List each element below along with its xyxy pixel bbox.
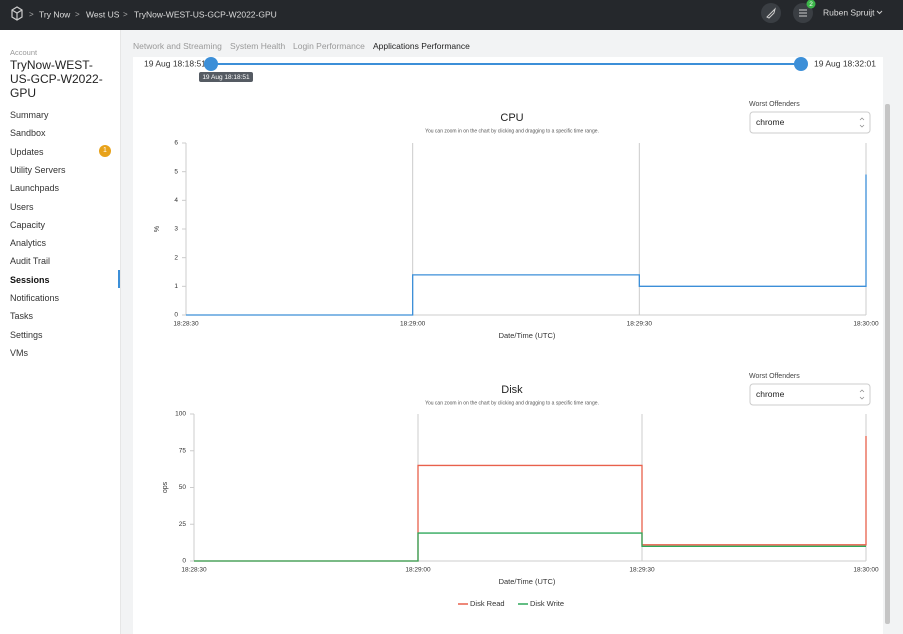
y-tick-label: 0 (174, 312, 178, 319)
x-tick-label: 18:28:30 (173, 321, 199, 328)
range-handle[interactable] (204, 57, 218, 71)
main-panel (133, 57, 883, 634)
chart-title: CPU (500, 112, 523, 124)
selector-caret (859, 117, 865, 128)
range-end: 19 Aug 18:32:01 (814, 58, 876, 68)
y-tick-label: 75 (179, 447, 187, 454)
nav-item[interactable]: Tasks (10, 311, 34, 322)
sep: > (29, 10, 34, 19)
crumb[interactable]: West US (86, 9, 120, 19)
y-tick-label: 5 (174, 168, 178, 175)
account-name: TryNow-WEST-US-GCP-W2022-GPU (10, 58, 103, 100)
nav-item[interactable]: Audit Trail (10, 256, 51, 267)
sep: > (75, 10, 80, 19)
selector[interactable] (749, 111, 871, 134)
chart-subtitle: You can zoom in on the chart by clicking… (425, 400, 599, 406)
x-tick-label: 18:29:00 (405, 567, 431, 574)
nav-item[interactable]: Sessions (10, 274, 50, 285)
active-indicator (118, 269, 120, 288)
series-line (186, 174, 867, 316)
crumb[interactable]: Try Now (39, 9, 71, 19)
y-tick-label: 2 (174, 254, 178, 261)
y-tick-label: 6 (174, 140, 178, 147)
selector-caret (859, 389, 865, 400)
y-axis-label: ops (162, 481, 169, 493)
x-axis-label: Date/Time (UTC) (499, 577, 556, 586)
x-axis-label: Date/Time (UTC) (499, 331, 556, 340)
y-tick-label: 1 (174, 283, 178, 290)
x-tick-label: 18:28:30 (181, 567, 207, 574)
y-tick-label: 100 (175, 411, 186, 418)
x-tick-label: 18:30:00 (853, 321, 879, 328)
x-tick-label: 18:29:30 (627, 321, 653, 328)
nav-item[interactable]: Analytics (10, 238, 47, 249)
range-start: 19 Aug 18:18:51 (144, 58, 206, 68)
tooltip-box (199, 72, 253, 82)
nav-item[interactable]: Sandbox (10, 128, 46, 139)
scrollbar (885, 104, 890, 624)
tab[interactable]: Network and Streaming (133, 41, 222, 51)
selector-value: chrome (756, 117, 785, 127)
y-tick-label: 50 (179, 484, 187, 491)
x-tick-label: 18:30:00 (853, 567, 879, 574)
selector[interactable] (749, 383, 871, 406)
logo (11, 6, 23, 21)
rocket-icon (766, 7, 776, 19)
updates-badge: 1 (99, 144, 111, 157)
legend-label: Disk Write (530, 599, 564, 608)
tab[interactable]: System Health (230, 41, 286, 51)
top-bar: > Try Now > West US > TryNow-WEST-US-GCP… (0, 0, 903, 30)
y-tick-label: 3 (174, 226, 178, 233)
nav-item[interactable]: Notifications (10, 293, 60, 303)
range-handle[interactable] (794, 57, 808, 71)
sidebar: Account TryNow-WEST-US-GCP-W2022-GPU Sum… (0, 30, 121, 634)
y-axis-label: % (154, 226, 161, 232)
caret (876, 10, 883, 15)
tasks-icon (799, 9, 807, 17)
chart-title: Disk (501, 384, 523, 396)
top-bar-graphics: > Try Now > West US > TryNow-WEST-US-GCP… (11, 0, 883, 23)
nav-item[interactable]: Launchpads (10, 183, 60, 194)
series-line (194, 532, 866, 562)
selector-label: Worst Offenders (749, 101, 800, 108)
tab[interactable]: Login Performance (293, 41, 365, 51)
tasks-count: 2 (809, 1, 813, 8)
nav-item[interactable]: Settings (10, 329, 43, 340)
x-tick-label: 18:29:00 (400, 321, 426, 328)
legend-label: Disk Read (470, 599, 505, 608)
nav-item[interactable]: Updates (10, 146, 44, 157)
tooltip: 19 Aug 18:18:51 (202, 74, 250, 81)
y-tick-label: 4 (174, 197, 178, 204)
nav-item[interactable]: Users (10, 201, 34, 212)
tasks-badge (806, 0, 816, 9)
sep: > (123, 10, 128, 19)
crumb[interactable]: TryNow-WEST-US-GCP-W2022-GPU (134, 9, 277, 19)
selector-value: chrome (756, 389, 785, 399)
x-tick-label: 18:29:30 (629, 567, 655, 574)
nav-item[interactable]: VMs (10, 347, 28, 358)
account-label: Account (10, 48, 38, 57)
chart-subtitle: You can zoom in on the chart by clicking… (425, 128, 599, 134)
nav-item[interactable]: Summary (10, 110, 49, 120)
user-menu[interactable]: Ruben Spruijt (823, 7, 875, 17)
selector-label: Worst Offenders (749, 373, 800, 380)
nav-item[interactable]: Utility Servers (10, 164, 66, 175)
y-tick-label: 25 (179, 521, 187, 528)
y-tick-label: 0 (182, 558, 186, 565)
nav-item[interactable]: Capacity (10, 219, 46, 230)
series-line (194, 436, 867, 562)
